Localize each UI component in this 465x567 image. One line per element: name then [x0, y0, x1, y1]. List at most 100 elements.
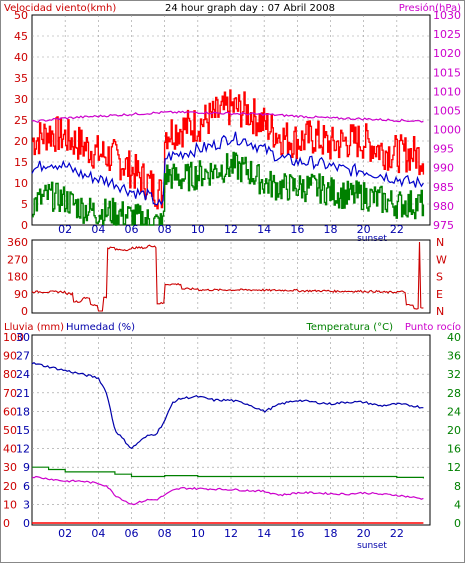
x-tick-label: 16: [290, 527, 304, 540]
x-tick-label: 14: [257, 527, 271, 540]
temperature-ticks: 0 4 8 12 16 20 24 28 32 36 40: [447, 331, 461, 530]
wind-speed-ticks: 0 5 10 15 20 25 30 35 40 45 50: [14, 9, 28, 232]
humidity-axis-label: Humedad (%): [66, 322, 135, 333]
humidity-tick-label: 30: [16, 331, 30, 344]
wind-speed-tick-label: 35: [14, 72, 28, 85]
wind-panel-lines: [31, 89, 425, 226]
wind-speed-tick-label: 10: [14, 177, 28, 190]
x-tick-label: 16: [290, 223, 304, 236]
rain-tick-label: 0: [3, 517, 10, 530]
rain-tick-label: 60: [3, 405, 17, 418]
series-line-wind: [31, 131, 424, 206]
x-tick-label: 20: [357, 223, 371, 236]
temperature-axis-label: Temperatura (°C): [305, 322, 393, 333]
direction-degree-label: 90: [14, 288, 28, 301]
temperature-tick-label: 4: [454, 498, 461, 511]
rain-tick-label: 20: [3, 480, 17, 493]
humidity-ticks: 0 3 6 9 12 15 18 21 24 27 30: [16, 331, 30, 530]
pressure-tick-label: 1015: [433, 66, 461, 79]
humidity-tick-label: 12: [16, 443, 30, 456]
pressure-tick-label: 975: [433, 219, 454, 232]
series-line-min_wind: [32, 151, 425, 226]
temperature-tick-label: 12: [447, 461, 461, 474]
pressure-tick-label: 985: [433, 181, 454, 194]
wind-speed-tick-label: 25: [14, 114, 28, 127]
left-axis-label: Velocidad viento(kmh): [4, 3, 116, 14]
temperature-tick-label: 36: [447, 350, 461, 363]
rain-ticks: 0 10 20 30 40 50 60 70 80 90 100: [3, 331, 24, 530]
rain-tick-label: 70: [3, 387, 17, 400]
wind-speed-tick-label: 30: [14, 93, 28, 106]
pressure-tick-label: 1010: [433, 85, 461, 98]
series-line-gust: [32, 89, 425, 210]
humidity-tick-label: 27: [16, 350, 30, 363]
temperature-tick-label: 24: [447, 405, 461, 418]
pressure-tick-label: 995: [433, 143, 454, 156]
sunset-label-bottom: sunset: [357, 541, 387, 551]
wind-speed-tick-label: 0: [21, 219, 28, 232]
pressure-tick-label: 1025: [433, 28, 461, 41]
temperature-tick-label: 0: [454, 517, 461, 530]
direction-degree-ticks: 0 90 180 270 360: [7, 236, 28, 318]
wind-speed-tick-label: 20: [14, 135, 28, 148]
x-tick-label: 18: [324, 223, 338, 236]
series-line-dew_point: [31, 475, 424, 506]
direction-compass-label: E: [436, 288, 443, 301]
x-tick-label: 02: [58, 223, 72, 236]
pressure-tick-label: 980: [433, 200, 454, 213]
right-axis-label: Presión(hPa): [399, 2, 461, 14]
humidity-tick-label: 21: [16, 387, 30, 400]
wind-speed-tick-label: 40: [14, 51, 28, 64]
wind-panel-x-ticks: 02 04 06 08 10 12 14 16 18 20 22: [58, 223, 404, 236]
x-tick-label: 18: [324, 527, 338, 540]
rain-tick-label: 80: [3, 368, 17, 381]
direction-degree-label: 180: [7, 271, 28, 284]
temperature-tick-label: 8: [454, 480, 461, 493]
pressure-tick-label: 990: [433, 162, 454, 175]
rain-tick-label: 50: [3, 424, 17, 437]
humidity-tick-label: 0: [23, 517, 30, 530]
rain-tick-label: 90: [3, 350, 17, 363]
temperature-tick-label: 28: [447, 387, 461, 400]
humidity-panel-lines: [31, 361, 424, 524]
series-line-temperature: [32, 466, 424, 479]
x-tick-label: 08: [158, 223, 172, 236]
humidity-panel-x-ticks: 02 04 06 08 10 12 14 16 18 20 22: [58, 527, 404, 540]
chart-title: 24 hour graph day : 07 Abril 2008: [165, 3, 335, 14]
temperature-tick-label: 40: [447, 331, 461, 344]
temperature-tick-label: 20: [447, 424, 461, 437]
humidity-tick-label: 6: [23, 480, 30, 493]
rain-axis-label: Lluvia (mm): [4, 322, 64, 333]
series-line-humidity: [31, 361, 424, 450]
x-tick-label: 20: [357, 527, 371, 540]
direction-panel-lines: [31, 241, 424, 312]
direction-degree-label: 270: [7, 253, 28, 266]
x-tick-label: 22: [390, 223, 404, 236]
x-tick-label: 10: [191, 223, 205, 236]
wind-speed-tick-label: 45: [14, 30, 28, 43]
direction-line: [31, 241, 424, 312]
wind-speed-tick-label: 15: [14, 156, 28, 169]
humidity-tick-label: 18: [16, 405, 30, 418]
pressure-tick-label: 1000: [433, 124, 461, 137]
direction-compass-label: S: [436, 271, 443, 284]
x-tick-label: 14: [257, 223, 271, 236]
sunset-label-top: sunset: [357, 234, 387, 244]
x-tick-label: 10: [191, 527, 205, 540]
direction-degree-label: 360: [7, 236, 28, 249]
direction-compass-label: N: [436, 305, 444, 318]
x-tick-label: 12: [224, 527, 238, 540]
x-tick-label: 12: [224, 223, 238, 236]
rain-tick-label: 10: [3, 498, 17, 511]
dew-point-axis-label: Punto rocío: [405, 321, 461, 333]
humidity-tick-label: 9: [23, 461, 30, 474]
pressure-tick-label: 1030: [433, 9, 461, 22]
temperature-tick-label: 32: [447, 368, 461, 381]
pressure-ticks: 975 980 985 990 995 1000 1005 1010 1015 1020 1025 1…: [433, 9, 461, 232]
pressure-tick-label: 1020: [433, 47, 461, 60]
x-tick-label: 06: [125, 527, 139, 540]
wind-speed-tick-label: 50: [14, 9, 28, 22]
